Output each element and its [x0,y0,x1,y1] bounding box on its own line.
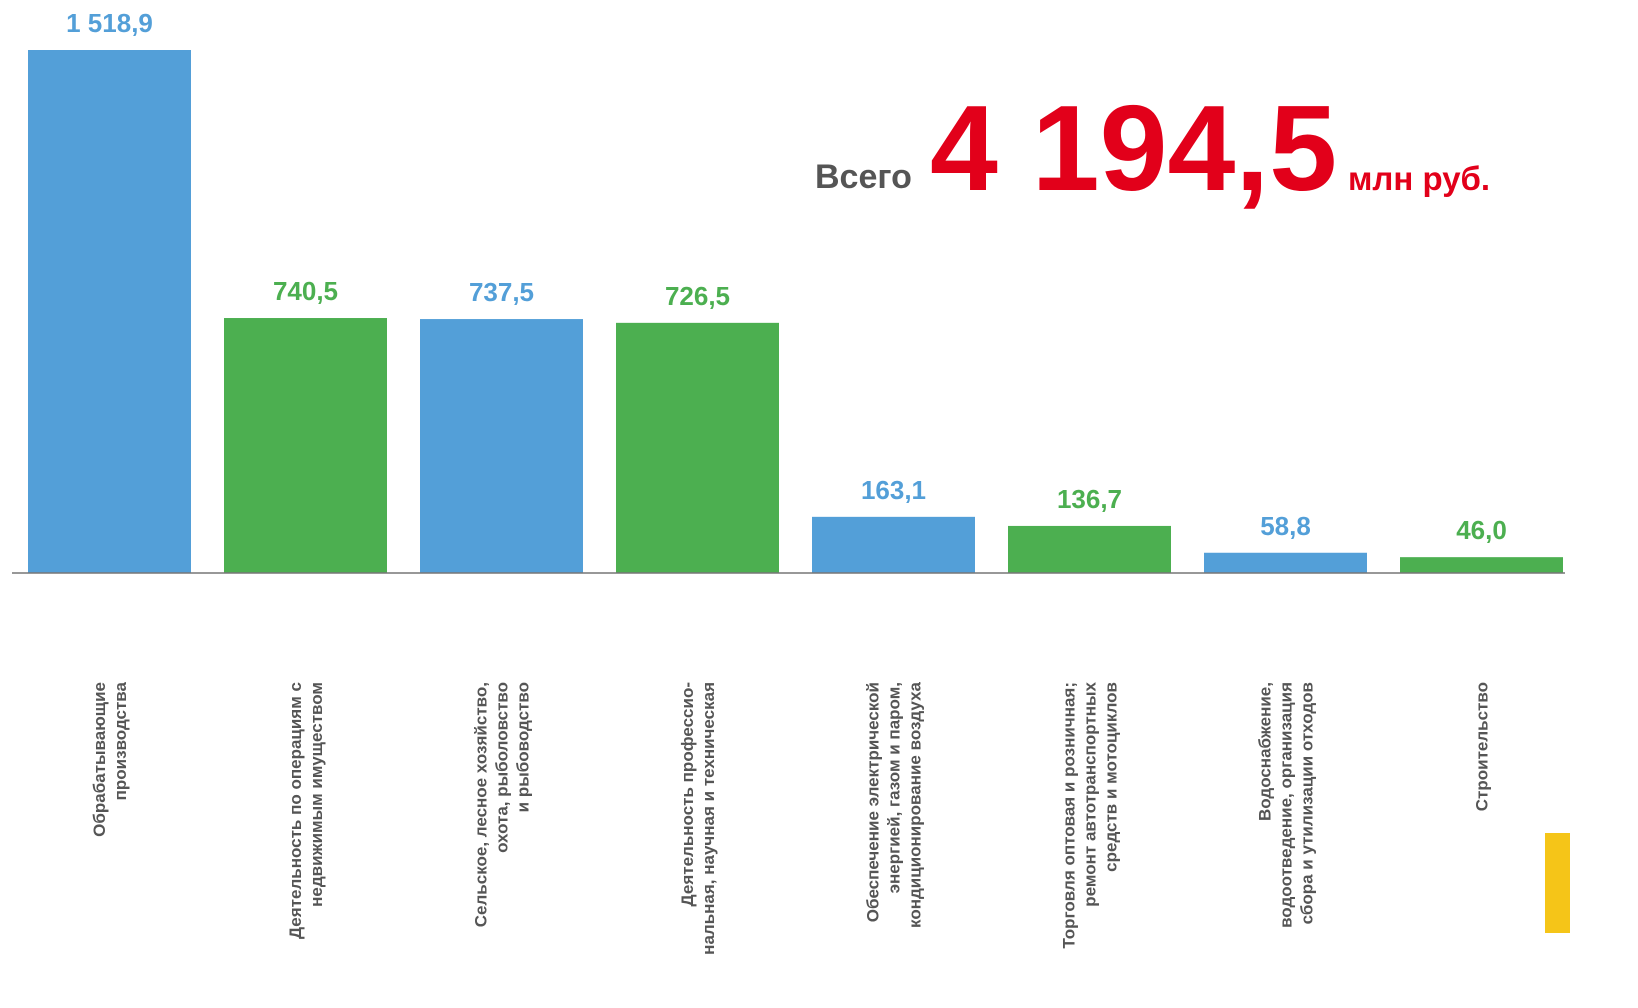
total-unit: млн руб. [1348,160,1490,197]
decor [1545,833,1570,933]
total-prefix: Всего [815,158,912,196]
bar [812,516,975,573]
bar [1008,525,1171,573]
value-label: 163,1 [861,475,926,505]
category-label: Обрабатывающие производства [89,682,130,837]
bar [1204,552,1367,573]
bar [616,322,779,573]
bar [420,319,583,573]
total-value: 4 194,5 [930,80,1337,216]
category-label: Деятельность профессио- нальная, научная… [677,682,718,955]
bar [28,50,191,573]
value-label: 737,5 [469,277,534,307]
value-label: 740,5 [273,276,338,306]
value-label: 136,7 [1057,484,1122,514]
value-label: 1 518,9 [66,8,153,38]
bar [224,318,387,573]
category-label: Строительство [1472,682,1491,812]
category-label: Обеспечение электрической энергией, газо… [863,682,924,928]
value-label: 58,8 [1260,511,1311,541]
value-label: 46,0 [1456,515,1507,545]
category-label: Деятельность по операциям с недвижимым и… [285,682,326,940]
bar [1400,557,1563,573]
category-label: Водоснабжение, водоотведение, организаци… [1255,682,1316,928]
value-label: 726,5 [665,281,730,311]
category-label: Торговля оптовая и розничная; ремонт авт… [1059,682,1120,949]
category-label: Сельское, лесное хозяйство, охота, рыбол… [471,682,532,928]
